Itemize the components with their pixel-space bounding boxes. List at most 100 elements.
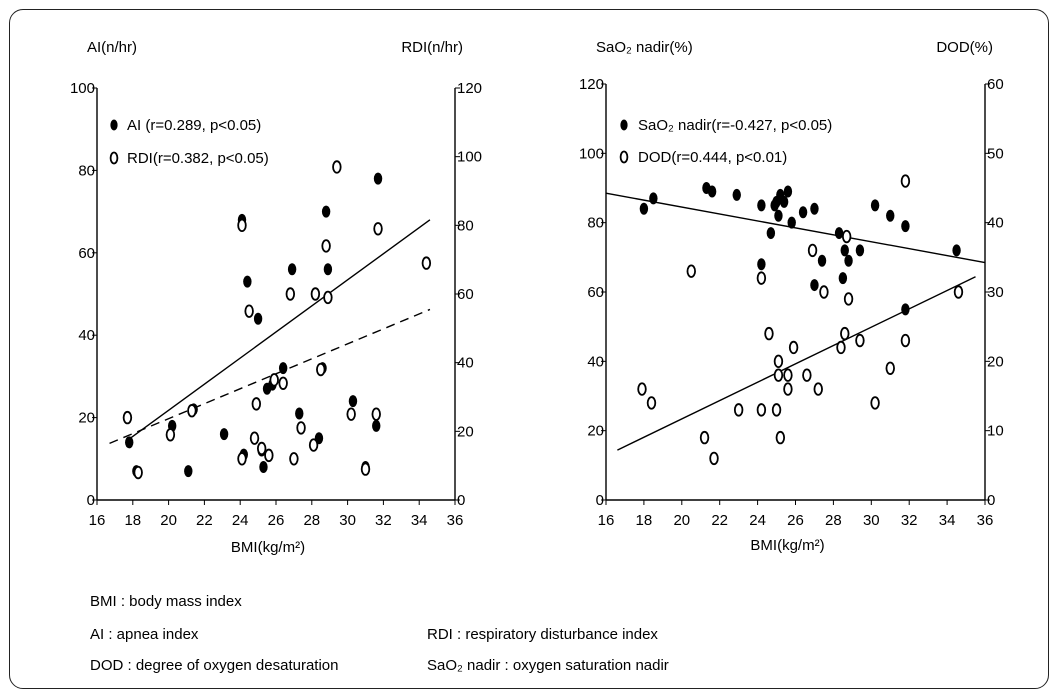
data-point-open [773,354,784,369]
legend-marker-filled [110,119,118,131]
y-right-tick-label: 30 [987,284,1004,301]
data-point-filled [886,209,895,222]
x-tick-label: 16 [89,512,106,529]
data-point-filled [810,279,819,292]
y-right-tick-label: 0 [457,492,465,509]
x-tick-label: 28 [825,512,842,529]
y-left-axis-title: SaO₂ nadir(%) [596,39,693,56]
data-point-open [843,292,854,306]
x-tick-label: 16 [598,512,615,529]
data-point-open [360,462,371,476]
fit-line [109,308,431,444]
y-right-axis-title: RDI(n/hr) [401,39,463,56]
data-point-open [371,407,381,421]
x-tick-label: 30 [339,512,356,529]
data-point-open [321,239,331,253]
y-right-tick-label: 100 [457,149,482,166]
legend-entry: AI (r=0.289, p<0.05) [127,117,261,134]
data-point-open [256,441,267,456]
data-point-filled [779,195,789,208]
legend-marker-open [109,151,119,165]
legend-entry: SaO₂ nadir(r=-0.427, p<0.05) [638,117,832,134]
data-point-open [870,396,880,410]
x-tick-label: 24 [232,512,249,529]
data-point-open [249,431,260,445]
data-point-filled [840,244,849,257]
data-point-open [244,304,254,318]
legend-marker-filled [620,119,628,131]
data-point-open [775,430,786,445]
x-tick-label: 22 [196,512,213,529]
data-point-open [783,368,793,382]
data-point-open [289,452,299,466]
data-point-filled [757,199,766,212]
data-point-filled [649,192,658,205]
x-tick-label: 20 [160,512,177,529]
y-left-tick-label: 40 [587,353,604,370]
y-right-tick-label: 60 [987,76,1004,93]
x-tick-label: 34 [939,512,956,529]
data-point-filled [838,272,848,285]
y-right-tick-label: 0 [987,492,995,509]
legend-marker-open [619,150,629,164]
data-point-filled [373,172,383,185]
data-point-open [686,264,696,278]
data-point-open [756,403,767,417]
data-point-open [756,271,767,285]
data-point-open [764,326,774,341]
x-tick-label: 18 [636,512,653,529]
x-tick-label: 28 [303,512,320,529]
data-point-filled [253,312,263,325]
y-left-tick-label: 100 [579,145,604,162]
data-point-open [900,333,911,348]
chart-2 [601,83,990,505]
x-tick-label: 22 [711,512,728,529]
x-tick-label: 36 [977,512,994,529]
y-left-tick-label: 20 [78,410,95,427]
data-point-open [783,382,793,396]
fit-line [605,192,986,264]
y-left-tick-label: 0 [87,492,95,509]
data-point-filled [295,407,304,420]
y-left-tick-label: 80 [78,162,95,179]
x-tick-label: 32 [901,512,918,529]
y-right-tick-label: 120 [457,80,482,97]
data-point-open [733,403,744,417]
data-point-open [807,243,818,258]
data-point-open [953,285,964,299]
data-point-filled [844,254,853,267]
footnote-ai: AI : apnea index [90,626,199,643]
data-point-filled [817,254,827,267]
x-axis-title: BMI(kg/m²) [231,539,305,556]
data-point-open [836,340,846,355]
data-point-open [122,410,133,425]
y-left-tick-label: 80 [587,215,604,232]
data-point-open [646,396,657,410]
data-point-filled [901,303,910,316]
data-point-filled [787,216,796,229]
y-right-tick-label: 50 [987,145,1004,162]
data-point-open [165,428,176,442]
data-point-filled [184,465,193,478]
data-point-open [296,421,306,435]
data-point-filled [855,244,865,257]
y-left-tick-label: 100 [70,80,95,97]
footnote-dod: DOD : degree of oxygen desaturation [90,657,339,674]
data-point-filled [219,428,229,441]
y-left-tick-label: 20 [587,423,604,440]
x-tick-label: 32 [375,512,392,529]
data-point-filled [707,185,717,198]
data-point-open [133,465,143,480]
data-point-open [840,326,850,341]
data-point-open [316,362,326,377]
y-left-tick-label: 40 [78,327,95,344]
y-right-tick-label: 60 [457,286,474,303]
data-point-filled [834,227,844,240]
data-point-open [802,368,812,382]
data-point-open [699,430,710,445]
data-point-open [421,256,432,270]
data-point-open [346,407,356,421]
data-point-open [819,285,829,299]
y-right-tick-label: 10 [987,423,1004,440]
data-point-filled [348,395,358,408]
